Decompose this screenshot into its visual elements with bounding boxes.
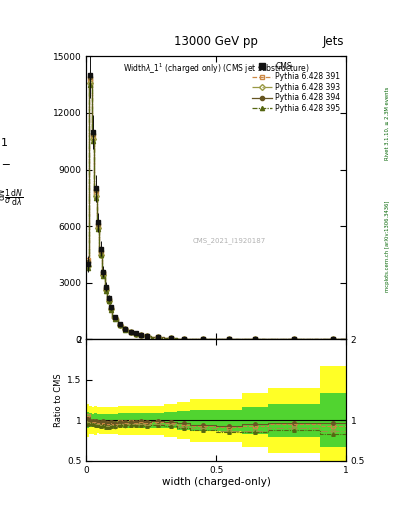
X-axis label: width (charged-only): width (charged-only) <box>162 477 271 487</box>
Text: $\mathrm{d}N$: $\mathrm{d}N$ <box>0 188 7 201</box>
Y-axis label: Ratio to CMS: Ratio to CMS <box>54 373 63 427</box>
Text: mcplots.cern.ch [arXiv:1306.3436]: mcplots.cern.ch [arXiv:1306.3436] <box>385 200 390 291</box>
Legend: CMS, Pythia 6.428 391, Pythia 6.428 393, Pythia 6.428 394, Pythia 6.428 395: CMS, Pythia 6.428 391, Pythia 6.428 393,… <box>251 60 342 114</box>
Text: CMS_2021_I1920187: CMS_2021_I1920187 <box>193 237 266 244</box>
Text: Rivet 3.1.10, ≥ 2.3M events: Rivet 3.1.10, ≥ 2.3M events <box>385 86 390 160</box>
Text: Width$\lambda\_1^1$ (charged only) (CMS jet substructure): Width$\lambda\_1^1$ (charged only) (CMS … <box>123 62 310 76</box>
Text: ─: ─ <box>2 159 9 169</box>
Text: Jets: Jets <box>322 35 344 48</box>
Text: $\frac{1}{\sigma}\frac{\mathrm{d}N}{\mathrm{d}\lambda}$: $\frac{1}{\sigma}\frac{\mathrm{d}N}{\mat… <box>4 187 24 208</box>
Text: 13000 GeV pp: 13000 GeV pp <box>174 35 258 48</box>
Text: 1: 1 <box>0 138 7 148</box>
